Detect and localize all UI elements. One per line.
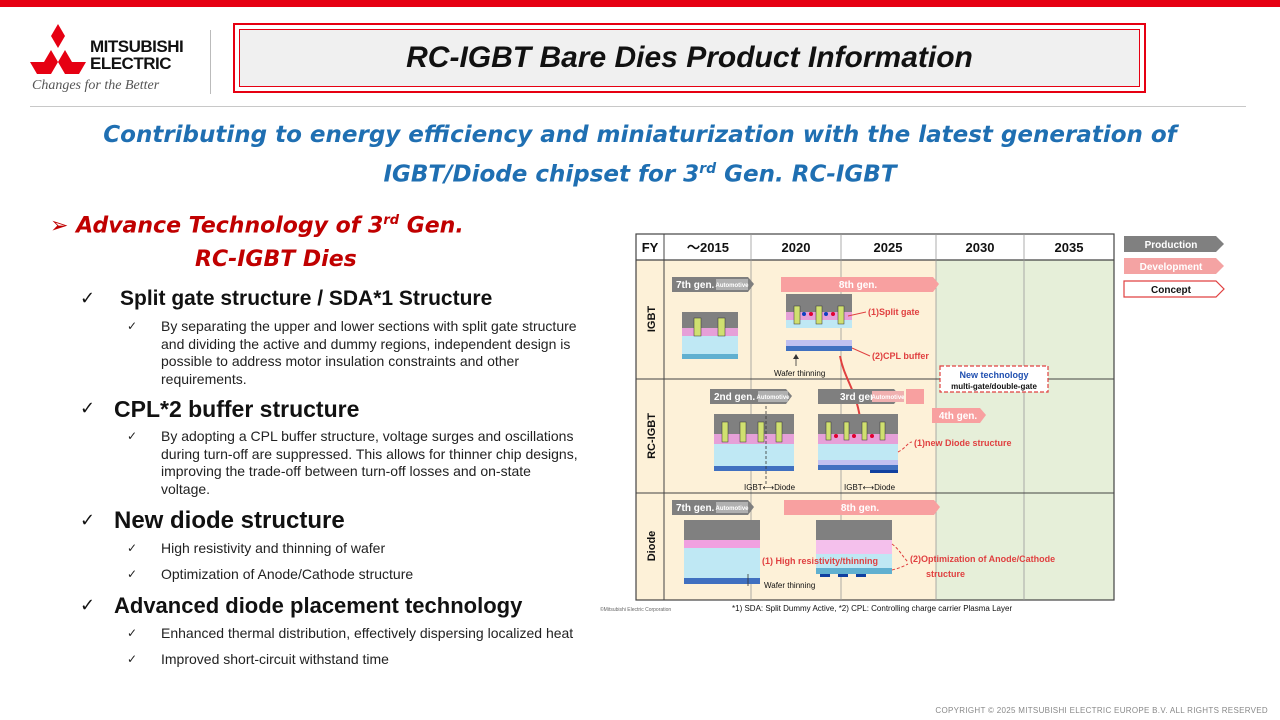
arrow-bullet-icon: ➢ bbox=[50, 213, 69, 239]
check-icon: ✓ bbox=[127, 319, 138, 333]
check-icon: ✓ bbox=[127, 626, 138, 640]
diagram-copyright: ©Mitsubishi Electric Corporation bbox=[600, 606, 671, 613]
row-label-diode: Diode bbox=[646, 531, 658, 562]
feature-detail: ✓ By adopting a CPL buffer structure, vol… bbox=[127, 428, 578, 497]
feature-title: New diode structure bbox=[114, 507, 345, 534]
igbt-gen8-bar bbox=[781, 277, 939, 292]
title-frame: RC-IGBT Bare Dies Product Information bbox=[233, 23, 1146, 93]
subtitle: Contributing to energy efficiency and mi… bbox=[103, 122, 1177, 188]
check-icon: ✓ bbox=[80, 288, 96, 309]
svg-text:7th gen.: 7th gen. bbox=[676, 280, 715, 291]
check-icon: ✓ bbox=[127, 541, 138, 555]
row-label-rcigbt: RC-IGBT bbox=[646, 413, 658, 459]
svg-text:multi-gate/double-gate: multi-gate/double-gate bbox=[951, 382, 1037, 391]
feature-item: ✓ CPL*2 buffer structure bbox=[80, 394, 580, 424]
feature-list: ✓ Split gate structure / SDA*1 Structure ✓… bbox=[80, 284, 580, 668]
anode-cathode-callout: (2)Optimization of Anode/Cathode bbox=[910, 554, 1055, 564]
check-icon: ✓ bbox=[80, 398, 96, 419]
year-label: 2035 bbox=[1055, 240, 1084, 255]
diagram-footnote: *1) SDA: Split Dummy Active, *2) CPL: Co… bbox=[732, 604, 1012, 613]
row-label-igbt: IGBT bbox=[646, 306, 658, 333]
split-gate-callout: (1)Split gate bbox=[868, 307, 920, 317]
advance-technology-heading: ➢ Advance Technology of 3rd Gen. RC-IGBT… bbox=[50, 213, 464, 273]
mitsubishi-logo: MITSUBISHI ELECTRIC Changes for the Bett… bbox=[30, 24, 200, 96]
svg-text:Concept: Concept bbox=[1151, 285, 1192, 296]
feature-item: ✓ Split gate structure / SDA*1 Structure bbox=[80, 284, 580, 314]
top-accent-bar bbox=[0, 0, 1280, 7]
rcigbt-gen4-bar bbox=[932, 408, 986, 423]
year-label: 2025 bbox=[874, 240, 903, 255]
svg-text:IGBT⟷Diode: IGBT⟷Diode bbox=[744, 483, 796, 492]
svg-text:8th gen.: 8th gen. bbox=[841, 503, 880, 514]
logo-wordmark: MITSUBISHI ELECTRIC bbox=[90, 37, 184, 73]
check-icon: ✓ bbox=[127, 651, 138, 666]
year-label: 2020 bbox=[782, 240, 811, 255]
svg-text:Wafer thinning: Wafer thinning bbox=[774, 369, 825, 378]
fy-label: FY bbox=[642, 240, 659, 255]
feature-item: ✓ Advanced diode placement technology bbox=[80, 591, 580, 621]
logo-separator bbox=[210, 30, 211, 94]
legend-production bbox=[1124, 236, 1224, 252]
diode-gen8-bar bbox=[784, 500, 940, 515]
svg-text:Automotive: Automotive bbox=[757, 395, 791, 401]
svg-text:3rd gen.: 3rd gen. bbox=[840, 392, 879, 403]
year-label: ～2015 bbox=[687, 240, 729, 255]
svg-text:Production: Production bbox=[1145, 240, 1198, 251]
svg-text:4th gen.: 4th gen. bbox=[939, 411, 978, 422]
new-diode-callout: (1)new Diode structure bbox=[914, 438, 1012, 448]
svg-text:IGBT⟷Diode: IGBT⟷Diode bbox=[844, 483, 896, 492]
feature-detail: ✓ Optimization of Anode/Cathode structure bbox=[127, 565, 414, 582]
svg-text:Automotive: Automotive bbox=[872, 395, 906, 401]
page-footer: COPYRIGHT © 2025 MITSUBISHI ELECTRIC EUR… bbox=[935, 706, 1268, 715]
feature-title: CPL*2 buffer structure bbox=[114, 396, 360, 422]
check-icon: ✓ bbox=[127, 566, 138, 581]
legend-development bbox=[1124, 258, 1224, 274]
feature-detail: ✓ Improved short-circuit withstand time bbox=[127, 650, 389, 667]
svg-text:Development: Development bbox=[1140, 262, 1203, 273]
feature-detail: ✓ By separating the upper and lower secti… bbox=[127, 318, 577, 387]
three-diamonds-icon bbox=[30, 24, 86, 74]
logo-tagline: Changes for the Better bbox=[32, 78, 160, 93]
feature-title: Split gate structure / SDA*1 Structure bbox=[120, 287, 493, 310]
new-technology-box bbox=[939, 365, 1049, 393]
check-icon: ✓ bbox=[127, 429, 138, 443]
technology-roadmap: FY ～2015 2020 2025 2030 2035 IGBT RC-IGB… bbox=[598, 228, 1248, 620]
svg-text:New technology: New technology bbox=[959, 370, 1028, 380]
feature-item: ✓ New diode structure bbox=[80, 506, 580, 536]
svg-text:structure: structure bbox=[926, 569, 965, 579]
check-icon: ✓ bbox=[80, 595, 96, 616]
svg-text:2nd gen.: 2nd gen. bbox=[714, 392, 755, 403]
feature-detail: ✓ High resistivity and thinning of wafer bbox=[127, 540, 386, 556]
header-divider bbox=[30, 106, 1246, 107]
cpl-buffer-callout: (2)CPL buffer bbox=[872, 351, 929, 361]
svg-text:Automotive: Automotive bbox=[716, 283, 750, 289]
page-title: RC-IGBT Bare Dies Product Information bbox=[406, 41, 973, 74]
high-resistivity-callout: (1) High resistivity/thinning bbox=[762, 556, 878, 566]
svg-text:Wafer thinning: Wafer thinning bbox=[764, 581, 815, 590]
svg-text:7th gen.: 7th gen. bbox=[676, 503, 715, 514]
feature-title: Advanced diode placement technology bbox=[114, 593, 523, 618]
year-label: 2030 bbox=[966, 240, 995, 255]
svg-text:Automotive: Automotive bbox=[716, 506, 750, 512]
check-icon: ✓ bbox=[80, 510, 96, 531]
legend-concept bbox=[1123, 280, 1225, 298]
feature-detail: ✓ Enhanced thermal distribution, effectiv… bbox=[127, 625, 574, 641]
svg-text:8th gen.: 8th gen. bbox=[839, 280, 878, 291]
